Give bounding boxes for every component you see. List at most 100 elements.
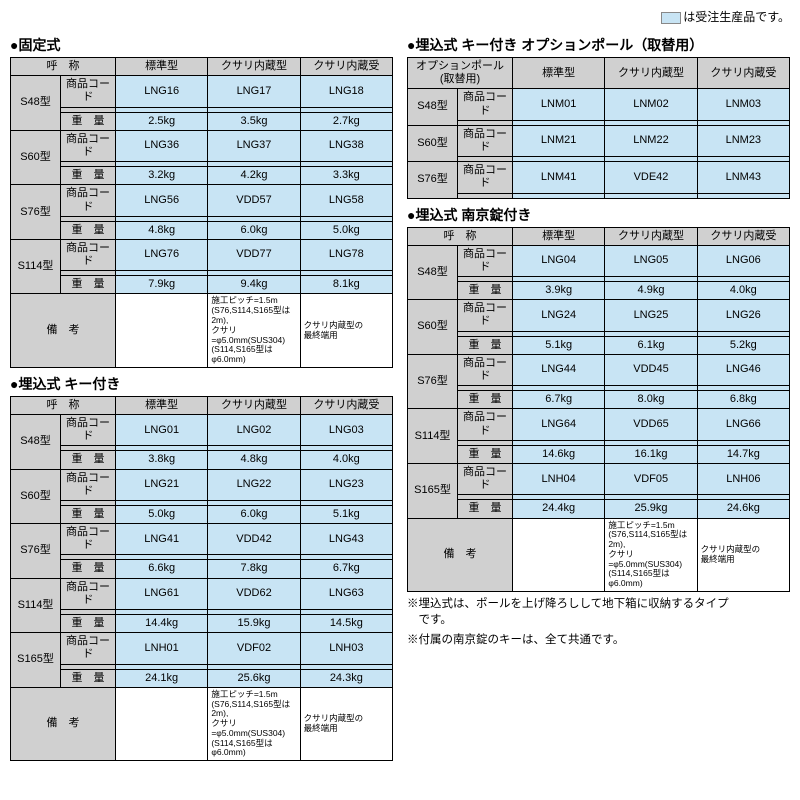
hdr-col1: クサリ内蔵型: [605, 58, 697, 89]
remarks-label: 備 考: [11, 687, 116, 760]
code-cell: LNG23: [300, 469, 392, 500]
code-cell: LNH01: [116, 633, 208, 664]
code-cell: LNM03: [697, 89, 789, 120]
model-label: S114型: [11, 239, 61, 294]
code-cell: VDD62: [208, 578, 300, 609]
code-label: 商品コード: [458, 463, 513, 494]
code-cell: LNG61: [116, 578, 208, 609]
hdr-col0: 標準型: [513, 227, 605, 245]
hdr-col0: 標準型: [116, 58, 208, 76]
code-label: 商品コード: [61, 185, 116, 216]
code-label: 商品コード: [61, 524, 116, 555]
code-label: 商品コード: [61, 578, 116, 609]
weight-label: 重 量: [458, 500, 513, 518]
weight-label: 重 量: [458, 445, 513, 463]
code-label: 商品コード: [61, 130, 116, 161]
weight-cell: 3.2kg: [116, 167, 208, 185]
code-cell: LNM02: [605, 89, 697, 120]
weight-cell: 14.7kg: [697, 445, 789, 463]
weight-cell: 7.9kg: [116, 276, 208, 294]
code-cell: LNM22: [605, 125, 697, 156]
remark-d0: [513, 518, 605, 591]
weight-label: 重 量: [458, 336, 513, 354]
code-label: 商品コード: [61, 469, 116, 500]
weight-cell: 3.8kg: [116, 451, 208, 469]
table-c: オプションポール(取替用) 標準型 クサリ内蔵型 クサリ内蔵受 S48型商品コー…: [407, 57, 790, 199]
code-cell: LNG76: [116, 239, 208, 270]
code-cell: LNG43: [300, 524, 392, 555]
weight-cell: 5.1kg: [300, 505, 392, 523]
weight-label: 重 量: [458, 282, 513, 300]
legend-row: は受注生産品です。: [10, 8, 790, 25]
model-label: S48型: [408, 245, 458, 300]
hdr-model: 呼 称: [11, 396, 116, 414]
code-cell: VDD57: [208, 185, 300, 216]
code-label: 商品コード: [458, 245, 513, 276]
code-cell: VDD42: [208, 524, 300, 555]
code-label: 商品コード: [61, 239, 116, 270]
weight-label: 重 量: [61, 112, 116, 130]
blank-cell: [513, 193, 605, 198]
code-cell: LNG37: [208, 130, 300, 161]
weight-cell: 4.0kg: [300, 451, 392, 469]
model-label: S114型: [408, 409, 458, 464]
model-label: S60型: [408, 300, 458, 355]
remarks-label: 備 考: [408, 518, 513, 591]
code-cell: VDD65: [605, 409, 697, 440]
weight-label: 重 量: [61, 669, 116, 687]
code-cell: VDD45: [605, 354, 697, 385]
code-cell: LNG24: [513, 300, 605, 331]
model-label: S48型: [408, 89, 458, 125]
remark-a2: クサリ内蔵型の最終端用: [300, 294, 392, 367]
model-label: S76型: [408, 354, 458, 409]
model-label: S76型: [11, 524, 61, 579]
code-cell: VDD77: [208, 239, 300, 270]
code-cell: LNG01: [116, 414, 208, 445]
weight-cell: 5.1kg: [513, 336, 605, 354]
code-cell: LNG44: [513, 354, 605, 385]
code-label: 商品コード: [458, 409, 513, 440]
weight-cell: 6.7kg: [513, 391, 605, 409]
model-label: S48型: [11, 76, 61, 131]
weight-cell: 5.0kg: [116, 505, 208, 523]
weight-cell: 4.2kg: [208, 167, 300, 185]
code-cell: LNH04: [513, 463, 605, 494]
table-b: 呼 称 標準型 クサリ内蔵型 クサリ内蔵受 S48型商品コードLNG01LNG0…: [10, 396, 393, 761]
weight-label: 重 量: [61, 221, 116, 239]
code-label: 商品コード: [458, 300, 513, 331]
code-cell: LNG64: [513, 409, 605, 440]
weight-cell: 4.0kg: [697, 282, 789, 300]
weight-cell: 14.5kg: [300, 615, 392, 633]
hdr-col0: 標準型: [116, 396, 208, 414]
model-label: S60型: [408, 125, 458, 161]
weight-cell: 8.0kg: [605, 391, 697, 409]
remark-a1: 施工ピッチ=1.5m(S76,S114,S165型は2m),クサリ=φ5.0mm…: [208, 294, 300, 367]
weight-cell: 16.1kg: [605, 445, 697, 463]
weight-cell: 2.7kg: [300, 112, 392, 130]
weight-cell: 9.4kg: [208, 276, 300, 294]
footer-note-1: ※付属の南京錠のキーは、全て共通です。: [407, 632, 790, 648]
weight-cell: 8.1kg: [300, 276, 392, 294]
hdr-col1: クサリ内蔵型: [605, 227, 697, 245]
model-label: S76型: [408, 162, 458, 198]
weight-label: 重 量: [61, 505, 116, 523]
model-label: S165型: [11, 633, 61, 688]
code-cell: LNM43: [697, 162, 789, 193]
code-cell: LNG46: [697, 354, 789, 385]
remark-b0: [116, 687, 208, 760]
code-cell: VDF02: [208, 633, 300, 664]
weight-cell: 14.4kg: [116, 615, 208, 633]
code-cell: LNG03: [300, 414, 392, 445]
weight-label: 重 量: [61, 451, 116, 469]
blank-cell: [697, 193, 789, 198]
footer-note-0: ※埋込式は、ポールを上げ降ろしして地下箱に収納するタイプ です。: [407, 596, 790, 628]
hdr-col2: クサリ内蔵受: [697, 227, 789, 245]
weight-cell: 24.1kg: [116, 669, 208, 687]
code-cell: LNG22: [208, 469, 300, 500]
code-cell: LNG41: [116, 524, 208, 555]
code-cell: LNG78: [300, 239, 392, 270]
hdr-col1: クサリ内蔵型: [208, 396, 300, 414]
weight-cell: 6.7kg: [300, 560, 392, 578]
weight-cell: 6.0kg: [208, 505, 300, 523]
weight-cell: 2.5kg: [116, 112, 208, 130]
